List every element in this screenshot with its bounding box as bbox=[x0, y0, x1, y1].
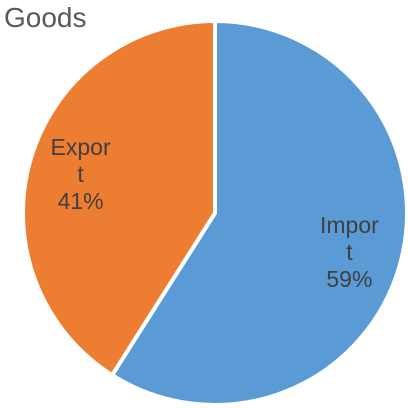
data-label-export: Expor t 41% bbox=[51, 134, 111, 214]
data-label-line: Expor bbox=[51, 134, 111, 160]
pie-slice-export bbox=[21, 19, 217, 378]
data-label-import: Impor t 59% bbox=[320, 212, 379, 292]
data-label-line: 41% bbox=[58, 188, 104, 214]
data-label-line: 59% bbox=[326, 266, 372, 292]
chart-title: Goods bbox=[4, 2, 87, 33]
data-label-line: t bbox=[77, 161, 84, 187]
data-label-line: Impor bbox=[320, 212, 379, 238]
pie-slice-import bbox=[110, 19, 408, 407]
data-label-line: t bbox=[346, 239, 353, 265]
